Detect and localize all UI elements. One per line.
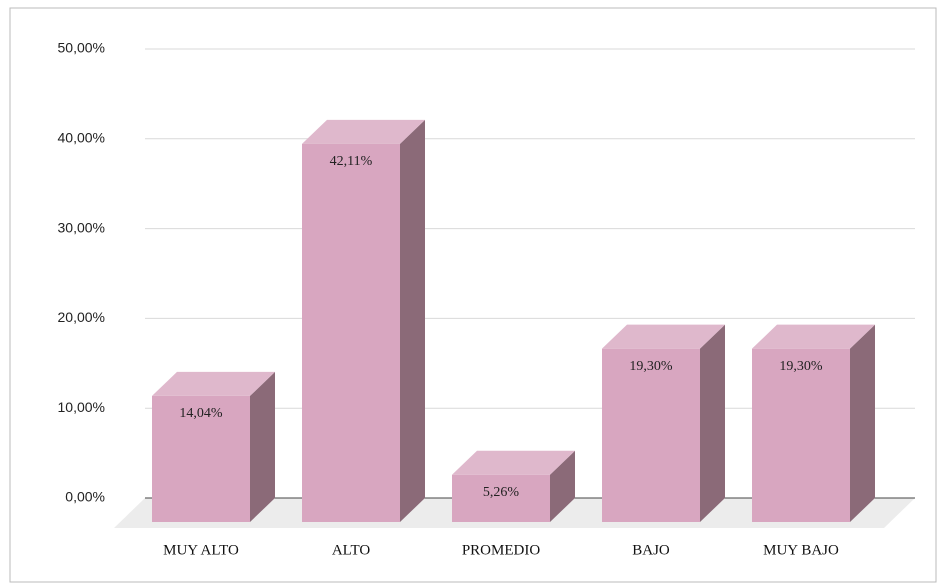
bar-side <box>250 371 275 522</box>
bar-side <box>550 450 575 522</box>
bar-front <box>152 395 250 522</box>
x-tick-label: BAJO <box>632 542 670 558</box>
x-tick-label: MUY ALTO <box>163 542 239 558</box>
y-tick-label: 40,00% <box>58 130 105 146</box>
bar-side <box>400 119 425 522</box>
bar-front <box>452 474 550 522</box>
y-tick-label: 20,00% <box>58 309 105 325</box>
data-label: 5,26% <box>483 485 520 500</box>
bar-top <box>152 371 275 396</box>
data-label: 19,30% <box>779 359 823 374</box>
bar-front <box>602 348 700 522</box>
bar-top <box>452 450 575 475</box>
y-tick-label: 10,00% <box>58 399 105 415</box>
bar-top <box>752 324 875 349</box>
y-tick-label: 0,00% <box>65 489 105 505</box>
bar <box>452 450 575 522</box>
x-tick-label: ALTO <box>332 542 371 558</box>
bar-top <box>302 119 425 144</box>
bar-side <box>700 324 725 522</box>
y-tick-label: 50,00% <box>58 40 105 56</box>
bar <box>752 324 875 522</box>
bar-top <box>602 324 725 349</box>
bar-front <box>752 348 850 522</box>
bar <box>152 371 275 522</box>
x-tick-label: PROMEDIO <box>462 542 541 558</box>
bar <box>602 324 725 522</box>
bar <box>302 119 425 522</box>
data-label: 19,30% <box>629 359 673 374</box>
bar-front <box>302 143 400 522</box>
x-tick-label: MUY BAJO <box>763 542 839 558</box>
bar-side <box>850 324 875 522</box>
y-tick-label: 30,00% <box>58 219 105 235</box>
data-label: 42,11% <box>330 154 373 169</box>
data-label: 14,04% <box>179 406 223 421</box>
